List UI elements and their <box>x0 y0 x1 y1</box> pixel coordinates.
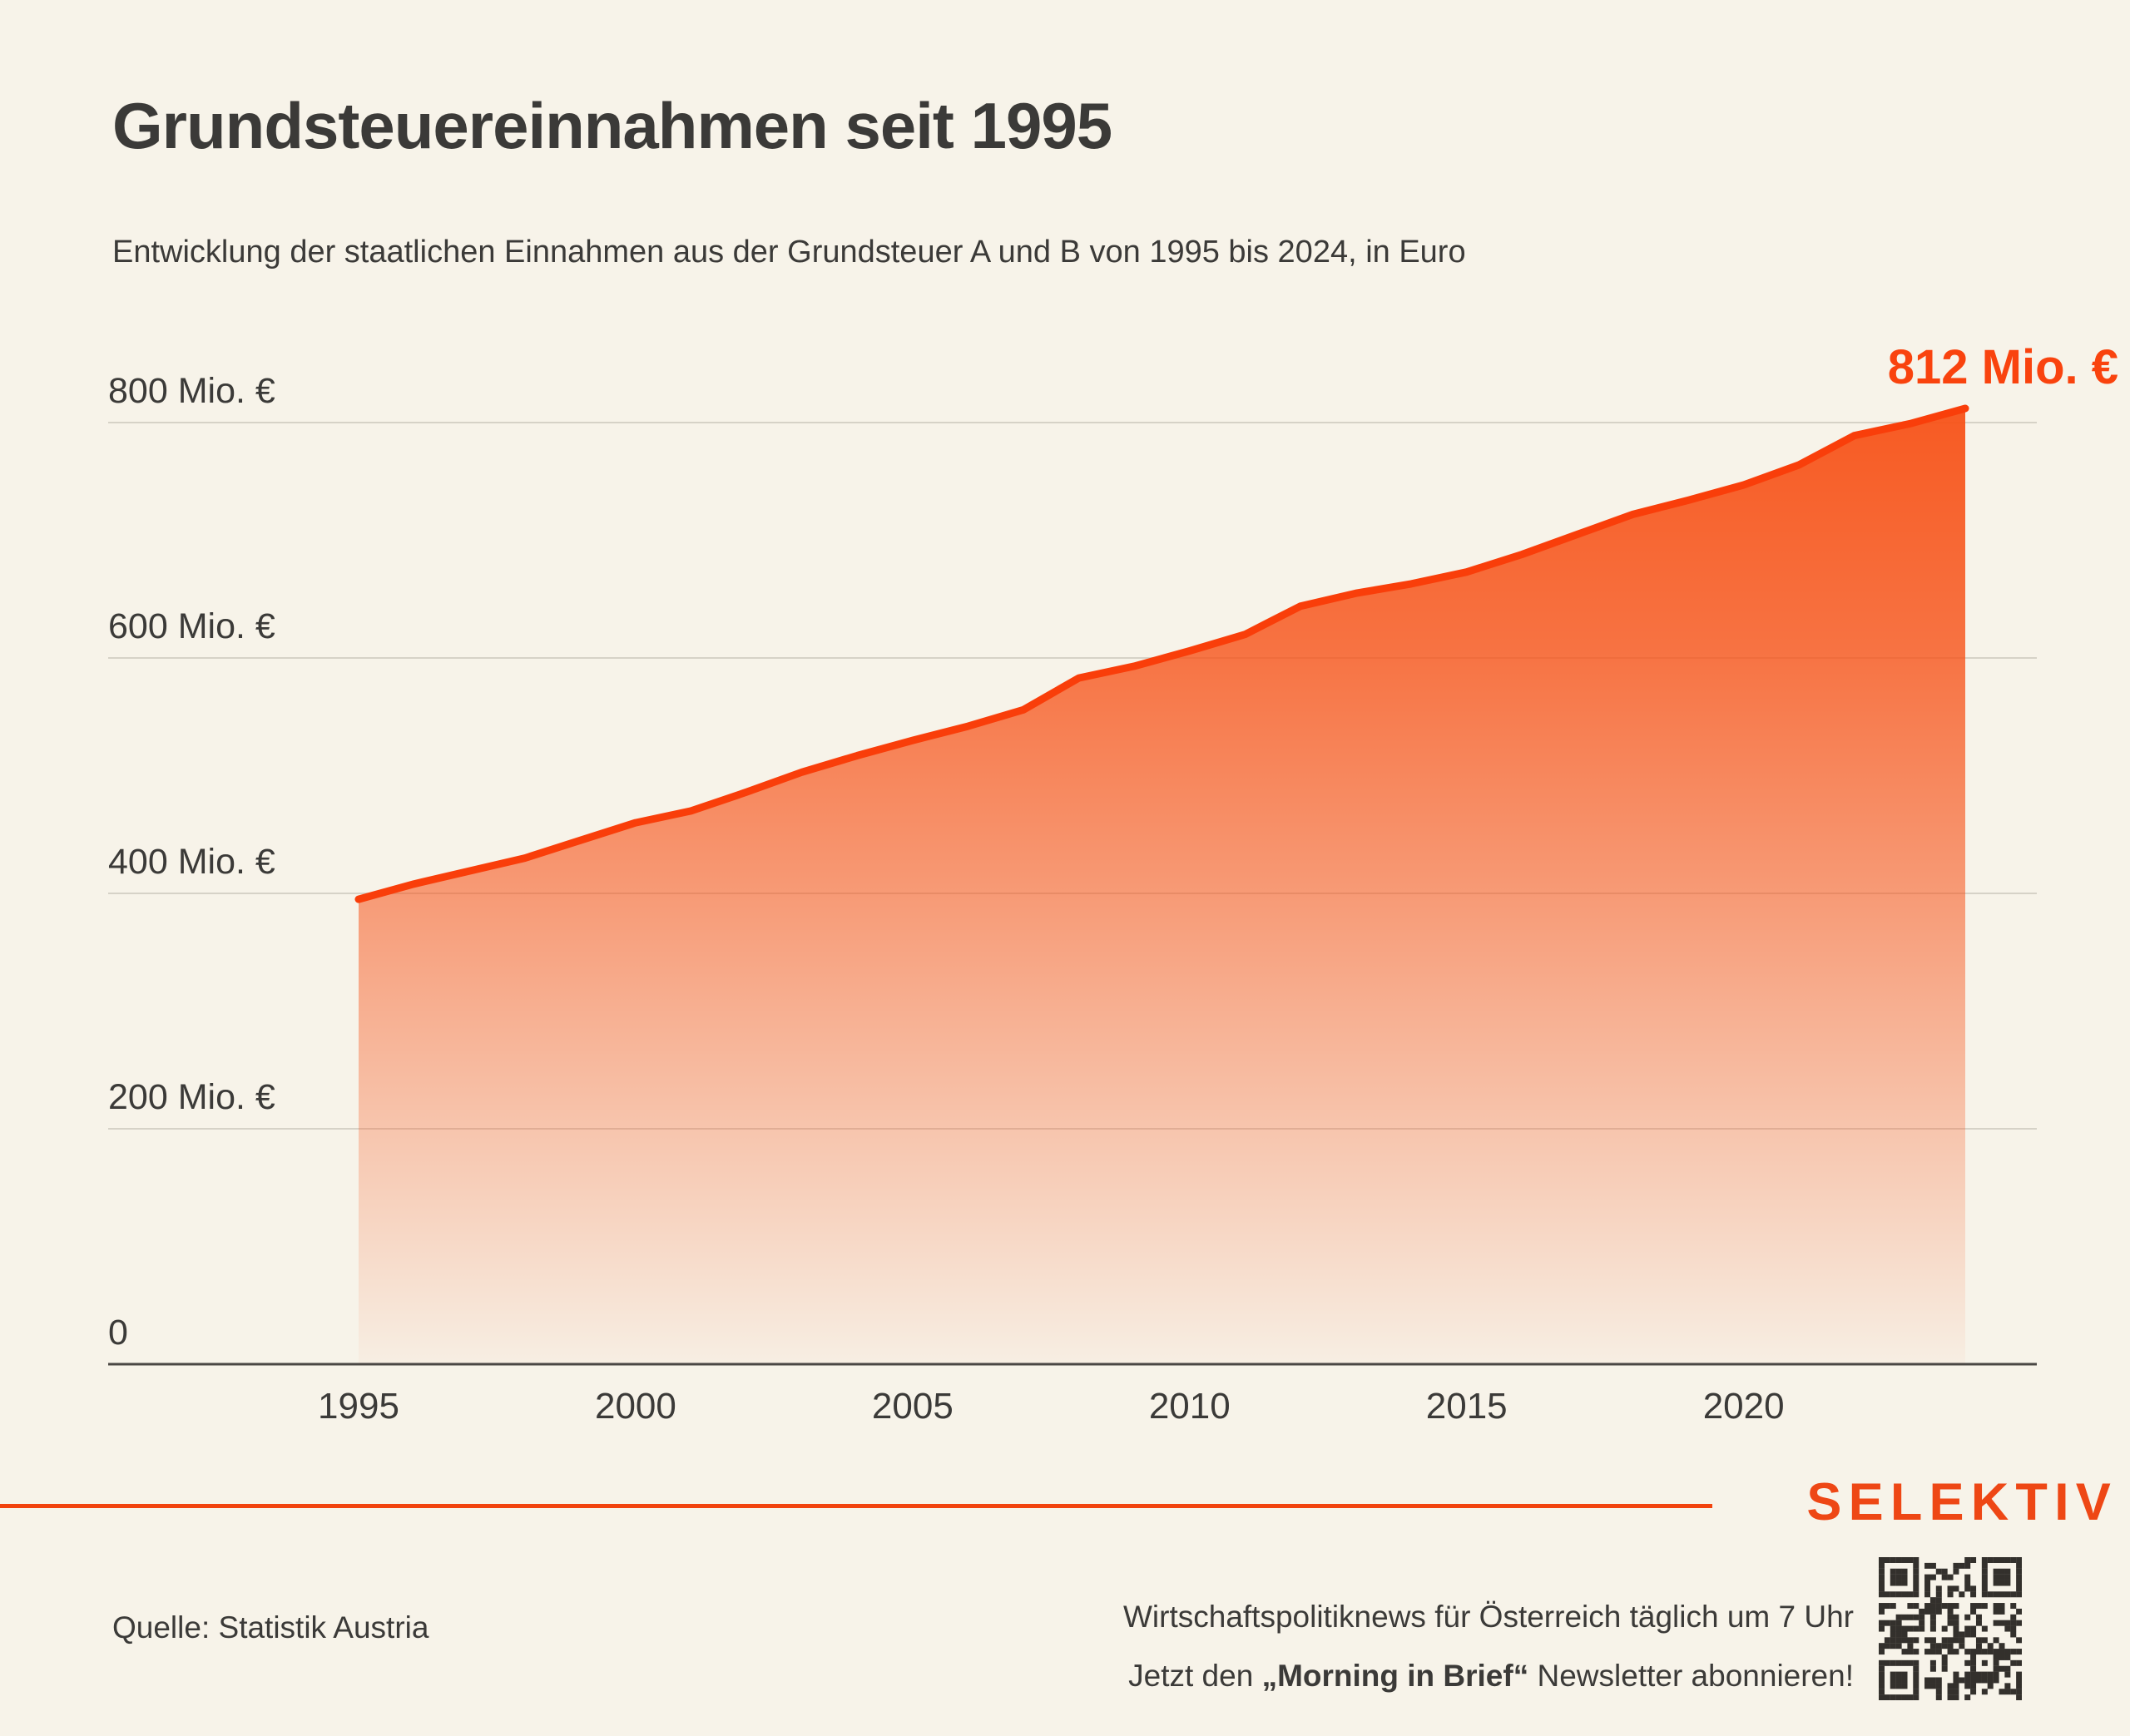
x-tick-label: 2005 <box>871 1386 954 1427</box>
y-tick-label: 600 Mio. € <box>108 606 275 646</box>
page-title: Grundsteuereinnahmen seit 1995 <box>112 89 1112 162</box>
newsletter-line2: Jetzt den „Morning in Brief“ Newsletter … <box>1128 1659 1854 1693</box>
x-tick-label: 1995 <box>318 1386 399 1427</box>
latest-value-annotation: 812 Mio. € <box>1887 340 2118 394</box>
page-subtitle: Entwicklung der staatlichen Einnahmen au… <box>112 235 1466 270</box>
newsletter-line1: Wirtschaftspolitiknews für Österreich tä… <box>1123 1600 1854 1634</box>
source-note: Quelle: Statistik Austria <box>112 1610 429 1645</box>
footer-divider <box>0 1504 1712 1508</box>
x-tick-label: 2010 <box>1148 1386 1231 1427</box>
newsletter-note: Wirtschaftspolitiknews für Österreich tä… <box>1123 1587 1854 1705</box>
qr-code <box>1879 1557 2022 1700</box>
x-tick-label: 2015 <box>1425 1386 1508 1427</box>
x-tick-label: 2000 <box>594 1386 676 1427</box>
x-tick-label: 2020 <box>1702 1386 1785 1427</box>
y-tick-label: 0 <box>108 1313 128 1353</box>
y-tick-label: 400 Mio. € <box>108 842 275 882</box>
y-tick-label: 200 Mio. € <box>108 1077 275 1117</box>
y-tick-label: 800 Mio. € <box>108 371 275 411</box>
brand-logo: SELEKTIV <box>1806 1473 2118 1531</box>
